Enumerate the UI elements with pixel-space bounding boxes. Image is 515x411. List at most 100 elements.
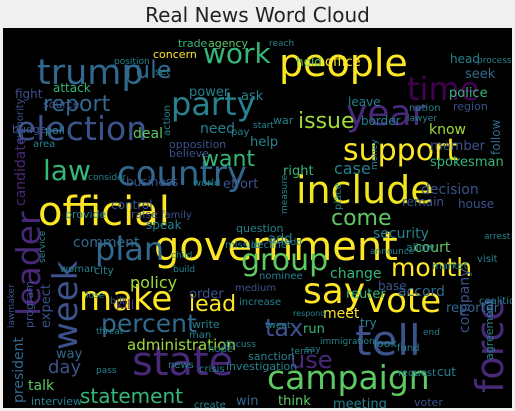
word-nominee: nominee <box>259 271 303 282</box>
word-expect: expect <box>39 284 54 328</box>
word-country: country <box>117 154 247 194</box>
word-leave: leave <box>348 95 381 109</box>
word-accord: accord <box>398 284 445 300</box>
word-lose: lose <box>86 291 105 301</box>
word-meeting: meeting <box>333 397 387 408</box>
word-house: house <box>458 197 494 211</box>
word-candidate: candidate <box>13 137 29 207</box>
word-measure: measure <box>280 174 290 214</box>
word-missile: missile <box>225 240 260 251</box>
word-believe: believe <box>169 147 209 160</box>
word-allow: allow <box>406 241 435 254</box>
word-party: party <box>171 85 256 123</box>
word-create: create <box>194 400 226 408</box>
word-program: program <box>23 281 36 328</box>
word-action: action <box>162 105 173 136</box>
word-child: child <box>171 251 192 261</box>
word-force: force <box>468 297 512 393</box>
word-cut: cut <box>437 365 456 379</box>
word-include: include <box>296 168 434 212</box>
word-process: process <box>477 56 512 66</box>
word-discuss: discuss <box>223 340 256 350</box>
word-speak: speak <box>146 218 182 232</box>
word-remain: remain <box>402 195 444 209</box>
word-administration: administration <box>127 336 236 354</box>
word-work: work <box>203 37 272 70</box>
word-base: base <box>378 279 407 293</box>
word-lead: lead <box>189 292 236 317</box>
word-reporter: reporter <box>446 301 500 316</box>
word-effort: effort <box>223 177 258 192</box>
word-cloud-canvas: official government state election people cou… <box>3 28 512 408</box>
word-government: government <box>154 224 398 270</box>
word-say: say <box>305 345 321 355</box>
word-immigration: immigration <box>320 337 375 347</box>
word-decision: decision <box>421 182 479 198</box>
word-talk: talk <box>28 378 55 394</box>
word-case: case <box>334 159 371 178</box>
word-company: company <box>457 268 473 333</box>
word-tweet: tweet <box>265 321 291 331</box>
word-use: use <box>290 346 332 374</box>
word-follow: follow <box>489 119 503 155</box>
word-lawmaker: lawmaker <box>7 284 17 328</box>
word-office: office <box>325 55 361 70</box>
word-attack: attack <box>53 81 91 95</box>
word-security: security <box>373 226 429 242</box>
word-interview: interview <box>31 395 82 408</box>
word-news: news <box>168 360 194 371</box>
word-policy: policy <box>130 273 177 292</box>
word-service: service <box>38 230 48 263</box>
word-spokesman: spokesman <box>430 155 504 170</box>
word-bill: bill <box>110 296 125 307</box>
word-concern: concern <box>153 48 197 61</box>
word-want: want <box>201 147 255 172</box>
word-control: control <box>111 198 153 212</box>
word-right: right <box>283 164 314 179</box>
chart-title: Real News Word Cloud <box>145 3 370 27</box>
word-reuter: reuter <box>346 287 386 302</box>
word-support: support <box>343 133 458 168</box>
word-write: write <box>192 318 220 331</box>
word-opposition: opposition <box>169 138 226 151</box>
word-build: build <box>173 265 195 275</box>
word-man: man <box>189 330 211 341</box>
word-end: end <box>423 328 440 338</box>
word-make: make <box>79 279 172 319</box>
word-need: need <box>200 121 235 137</box>
word-try: try <box>360 316 377 330</box>
word-week: week <box>46 260 86 350</box>
word-head: head <box>450 52 480 66</box>
word-pass: pass <box>96 366 117 376</box>
word-market: market <box>432 261 468 272</box>
word-start: start <box>253 121 274 131</box>
word-day: day <box>48 357 81 378</box>
word-court: court <box>414 240 451 256</box>
word-fight: fight <box>15 87 43 101</box>
word-run: run <box>303 322 325 337</box>
word-war: war <box>273 114 294 127</box>
word-comment: comment <box>73 235 140 251</box>
word-coalition: coalition <box>479 296 512 307</box>
word-ask: ask <box>241 89 264 104</box>
word-law: law <box>43 154 91 187</box>
word-respond: respond <box>293 309 325 318</box>
word-order: order <box>189 287 224 302</box>
word-tax: tax <box>265 314 303 342</box>
word-provide: provide <box>65 208 107 221</box>
word-group: group <box>241 243 328 278</box>
word-think: think <box>278 394 311 408</box>
word-election: election <box>16 109 147 148</box>
word-agreement: agreement <box>483 299 496 360</box>
word-threat: threat <box>96 327 124 337</box>
word-set: set <box>155 67 170 78</box>
word-rule: rule <box>125 56 172 84</box>
word-increase: increase <box>239 297 281 308</box>
word-people: people <box>279 41 408 85</box>
word-investigation: investigation <box>226 360 297 373</box>
word-help: help <box>250 135 278 150</box>
word-add: add <box>268 232 292 247</box>
word-plan: plan <box>95 230 164 268</box>
word-woman: woman <box>60 264 97 275</box>
